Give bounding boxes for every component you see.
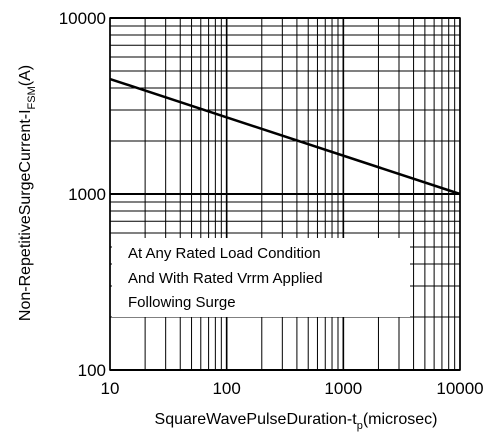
data-series <box>109 77 461 196</box>
surge-current-line <box>109 77 461 196</box>
x-tick-label: 10 <box>101 379 120 398</box>
annotation-box: At Any Rated Load Condition And With Rat… <box>112 238 410 317</box>
x-tick-labels: 10 100 1000 10000 <box>101 379 484 398</box>
plot-frame <box>109 17 461 371</box>
y-axis-title-unit: (A) <box>17 65 34 86</box>
y-axis-title-subscript: FSM <box>26 86 38 109</box>
x-axis-title-main: SquareWavePulseDuration-t <box>155 411 358 428</box>
x-tick-label: 1000 <box>324 379 362 398</box>
y-tick-label: 1000 <box>68 185 106 204</box>
grid-lines <box>109 17 461 371</box>
y-tick-label: 100 <box>78 361 106 380</box>
annotation-line-1: At Any Rated Load Condition <box>128 245 321 262</box>
x-tick-label: 10000 <box>436 379 483 398</box>
x-axis-title-unit: (microsec) <box>363 411 438 428</box>
annotation-line-3: Following Surge <box>128 294 236 311</box>
annotation-line-2: And With Rated Vrrm Applied <box>128 270 323 287</box>
x-axis-title: SquareWavePulseDuration-tp(microsec) <box>155 411 438 432</box>
x-tick-label: 100 <box>212 379 240 398</box>
annotation-background <box>112 238 410 317</box>
x-axis-title-subscript: p <box>357 420 363 432</box>
plot-border <box>109 17 461 371</box>
y-tick-label: 10000 <box>59 9 106 28</box>
y-axis-title-main: Non-RepetitiveSurgeCurrent-I <box>17 109 34 321</box>
y-tick-labels: 100 1000 10000 <box>59 9 106 380</box>
y-axis-title: Non-RepetitiveSurgeCurrent-IFSM(A) <box>17 65 38 321</box>
